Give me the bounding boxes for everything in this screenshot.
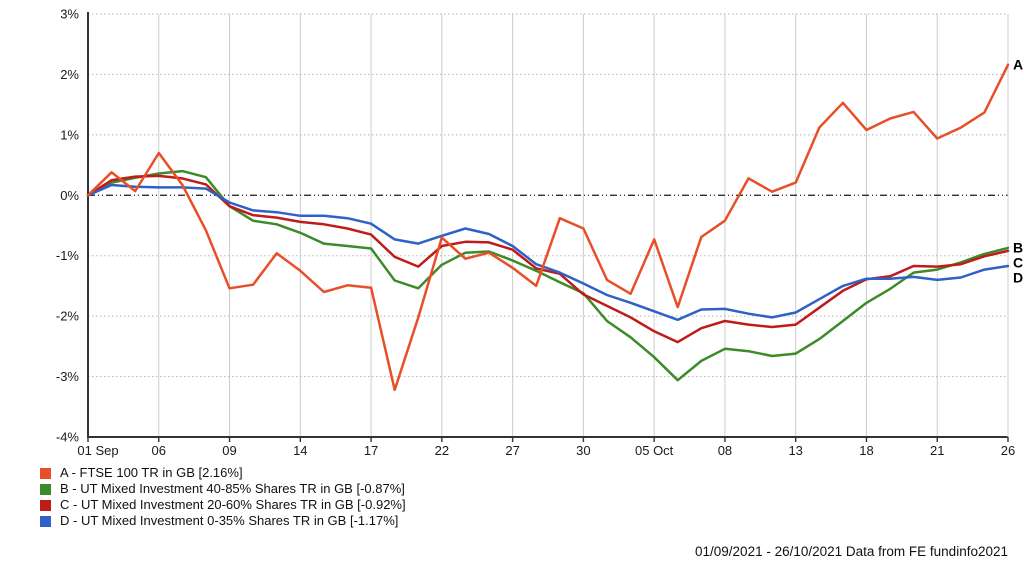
svg-text:06: 06 bbox=[152, 443, 166, 458]
svg-text:17: 17 bbox=[364, 443, 378, 458]
svg-text:-1%: -1% bbox=[56, 248, 80, 263]
legend-swatch-d bbox=[40, 515, 51, 527]
svg-text:-3%: -3% bbox=[56, 369, 80, 384]
legend-item-a: A - FTSE 100 TR in GB [2.16%] bbox=[40, 465, 406, 481]
series-end-label-b: B bbox=[1013, 239, 1023, 255]
svg-text:2%: 2% bbox=[60, 67, 79, 82]
svg-text:08: 08 bbox=[718, 443, 732, 458]
svg-text:0%: 0% bbox=[60, 188, 79, 203]
legend-item-d: D - UT Mixed Investment 0-35% Shares TR … bbox=[40, 513, 406, 529]
svg-text:13: 13 bbox=[788, 443, 802, 458]
svg-text:1%: 1% bbox=[60, 127, 79, 142]
svg-text:26: 26 bbox=[1001, 443, 1015, 458]
svg-text:09: 09 bbox=[222, 443, 236, 458]
vertical-gridlines bbox=[87, 14, 1009, 437]
legend-label-c: C - UT Mixed Investment 20-60% Shares TR… bbox=[60, 497, 406, 512]
series-end-label-d: D bbox=[1013, 269, 1023, 285]
legend-swatch-c bbox=[40, 499, 51, 511]
legend-label-b: B - UT Mixed Investment 40-85% Shares TR… bbox=[60, 481, 405, 496]
series-line-c bbox=[86, 174, 1010, 344]
svg-text:27: 27 bbox=[505, 443, 519, 458]
axes bbox=[87, 12, 1009, 438]
svg-text:22: 22 bbox=[435, 443, 449, 458]
data-source-footer: 01/09/2021 - 26/10/2021 Data from FE fun… bbox=[695, 544, 1008, 559]
svg-text:14: 14 bbox=[293, 443, 307, 458]
series-end-label-a: A bbox=[1013, 56, 1023, 72]
legend-swatch-a bbox=[40, 467, 51, 479]
series-end-labels: A BCD bbox=[1013, 56, 1023, 285]
performance-line-chart: 3% 2% 1% 0% -1% -2% -3% -4%01 Sep 06 09 14 17 22 27 30… bbox=[56, 7, 1023, 459]
legend-item-b: B - UT Mixed Investment 40-85% Shares TR… bbox=[40, 481, 406, 497]
y-axis-labels: 3% 2% 1% 0% -1% -2% -3% -4% bbox=[56, 7, 80, 445]
svg-text:30: 30 bbox=[576, 443, 590, 458]
svg-text:01 Sep: 01 Sep bbox=[77, 443, 118, 458]
legend-label-d: D - UT Mixed Investment 0-35% Shares TR … bbox=[60, 513, 399, 528]
x-tick-marks bbox=[87, 437, 1009, 442]
x-axis-labels: 01 Sep 06 09 14 17 22 27 30 05 Oct 08 13 18 21 26 bbox=[77, 443, 1015, 458]
series-line-b bbox=[86, 169, 1010, 382]
horizontal-gridlines bbox=[88, 13, 1008, 378]
series-end-label-c: C bbox=[1013, 254, 1023, 270]
svg-text:05 Oct: 05 Oct bbox=[635, 443, 674, 458]
legend-swatch-b bbox=[40, 483, 51, 495]
svg-text:18: 18 bbox=[859, 443, 873, 458]
svg-text:-2%: -2% bbox=[56, 309, 80, 324]
svg-text:21: 21 bbox=[930, 443, 944, 458]
legend-item-c: C - UT Mixed Investment 20-60% Shares TR… bbox=[40, 497, 406, 513]
svg-text:3%: 3% bbox=[60, 7, 79, 22]
legend-label-a: A - FTSE 100 TR in GB [2.16%] bbox=[60, 465, 243, 480]
svg-text:-4%: -4% bbox=[56, 430, 80, 445]
series-line-d bbox=[86, 183, 1010, 322]
series-line-a bbox=[86, 63, 1010, 392]
legend: A - FTSE 100 TR in GB [2.16%] B - UT Mix… bbox=[40, 465, 406, 529]
chart-area: 3% 2% 1% 0% -1% -2% -3% -4% 01 Sep 06 09 14 17 22 27 30… bbox=[56, 7, 1023, 459]
